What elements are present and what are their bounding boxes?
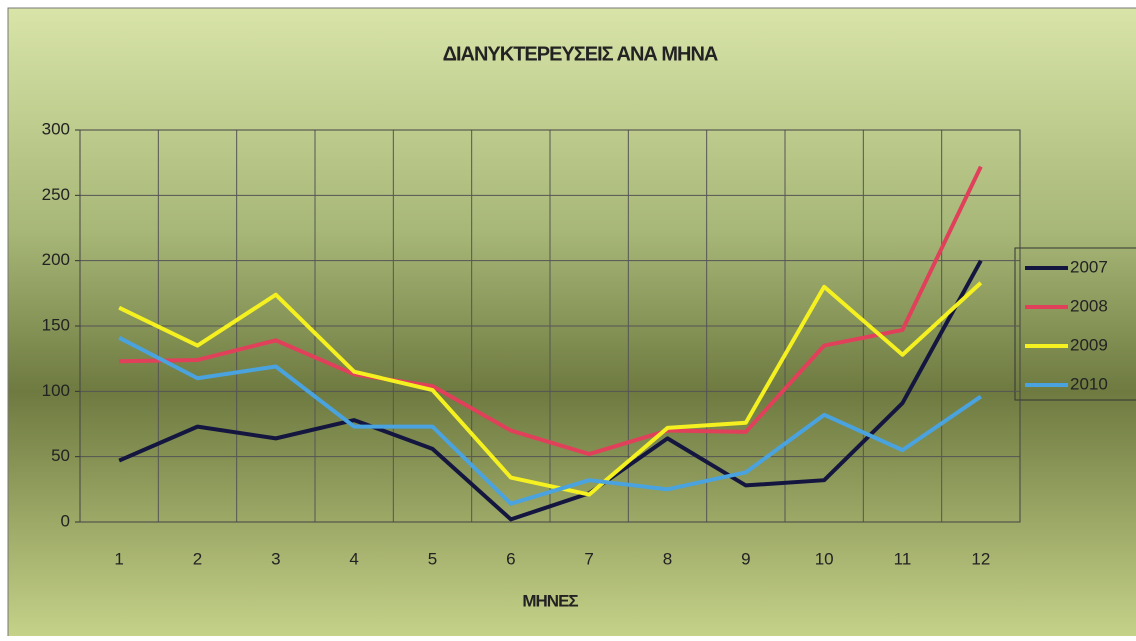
x-tick-label: 3 <box>271 549 280 568</box>
chart-background <box>7 7 1136 641</box>
y-tick-label: 50 <box>51 446 70 465</box>
series-line <box>118 335 982 506</box>
chart-title: ΔΙΑΝΥΚΤΕΡΕΥΣΕΙΣ ΑΝΑ ΜΗΝΑ <box>443 43 718 65</box>
x-tick-label: 12 <box>971 549 990 568</box>
y-tick-label: 0 <box>61 511 70 530</box>
y-tick-label: 250 <box>42 185 70 204</box>
series-line <box>119 165 983 457</box>
x-axis-label: ΜΗΝΕΣ <box>522 591 578 610</box>
y-tick-label: 200 <box>42 250 70 269</box>
series-line <box>118 259 983 522</box>
y-tick-label: 100 <box>42 381 70 400</box>
legend <box>1014 247 1136 401</box>
x-tick-label: 7 <box>584 549 593 568</box>
legend-label: 2007 <box>1070 257 1108 276</box>
legend-label: 2008 <box>1070 296 1108 315</box>
x-tick-label: 11 <box>894 549 912 568</box>
x-tick-label: 1 <box>114 549 123 568</box>
x-tick-label: 10 <box>815 549 834 568</box>
legend-label: 2010 <box>1070 374 1108 393</box>
x-tick-label: 9 <box>741 549 750 568</box>
x-tick-label: 8 <box>663 549 672 568</box>
y-tick-label: 150 <box>42 315 70 334</box>
plot-border <box>79 129 1021 523</box>
x-tick-label: 5 <box>428 549 437 568</box>
x-tick-label: 6 <box>506 549 515 568</box>
x-tick-label: 4 <box>349 549 358 568</box>
x-tick-label: 2 <box>193 549 202 568</box>
series-line <box>118 281 983 497</box>
legend-label: 2009 <box>1070 335 1108 354</box>
y-tick-label: 300 <box>42 119 70 138</box>
